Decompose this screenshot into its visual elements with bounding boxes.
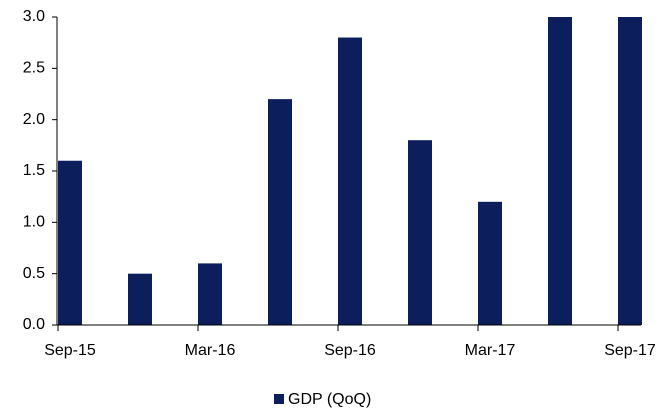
bar (268, 99, 292, 325)
y-tick-label: 0.5 (23, 265, 45, 282)
bar (58, 160, 82, 325)
y-tick-label: 2.5 (23, 60, 45, 77)
y-tick-label: 2.0 (23, 111, 45, 128)
y-tick-label: 0.0 (23, 316, 45, 333)
y-tick-label: 1.0 (23, 214, 45, 231)
bar (478, 201, 502, 325)
y-tick-label: 1.5 (23, 162, 45, 179)
legend-swatch (274, 394, 284, 404)
x-tick-label: Mar-17 (465, 342, 516, 359)
bar (408, 140, 432, 325)
x-tick-label: Mar-16 (185, 342, 236, 359)
legend-label: GDP (QoQ) (288, 391, 371, 408)
x-tick-label: Sep-17 (604, 342, 656, 359)
bar (128, 273, 152, 325)
x-tick-label: Sep-16 (324, 342, 376, 359)
y-tick-label: 3.0 (23, 8, 45, 25)
bar (548, 17, 572, 325)
bar (338, 37, 362, 326)
bar (618, 17, 642, 325)
bar (198, 263, 222, 325)
x-tick-label: Sep-15 (44, 342, 96, 359)
